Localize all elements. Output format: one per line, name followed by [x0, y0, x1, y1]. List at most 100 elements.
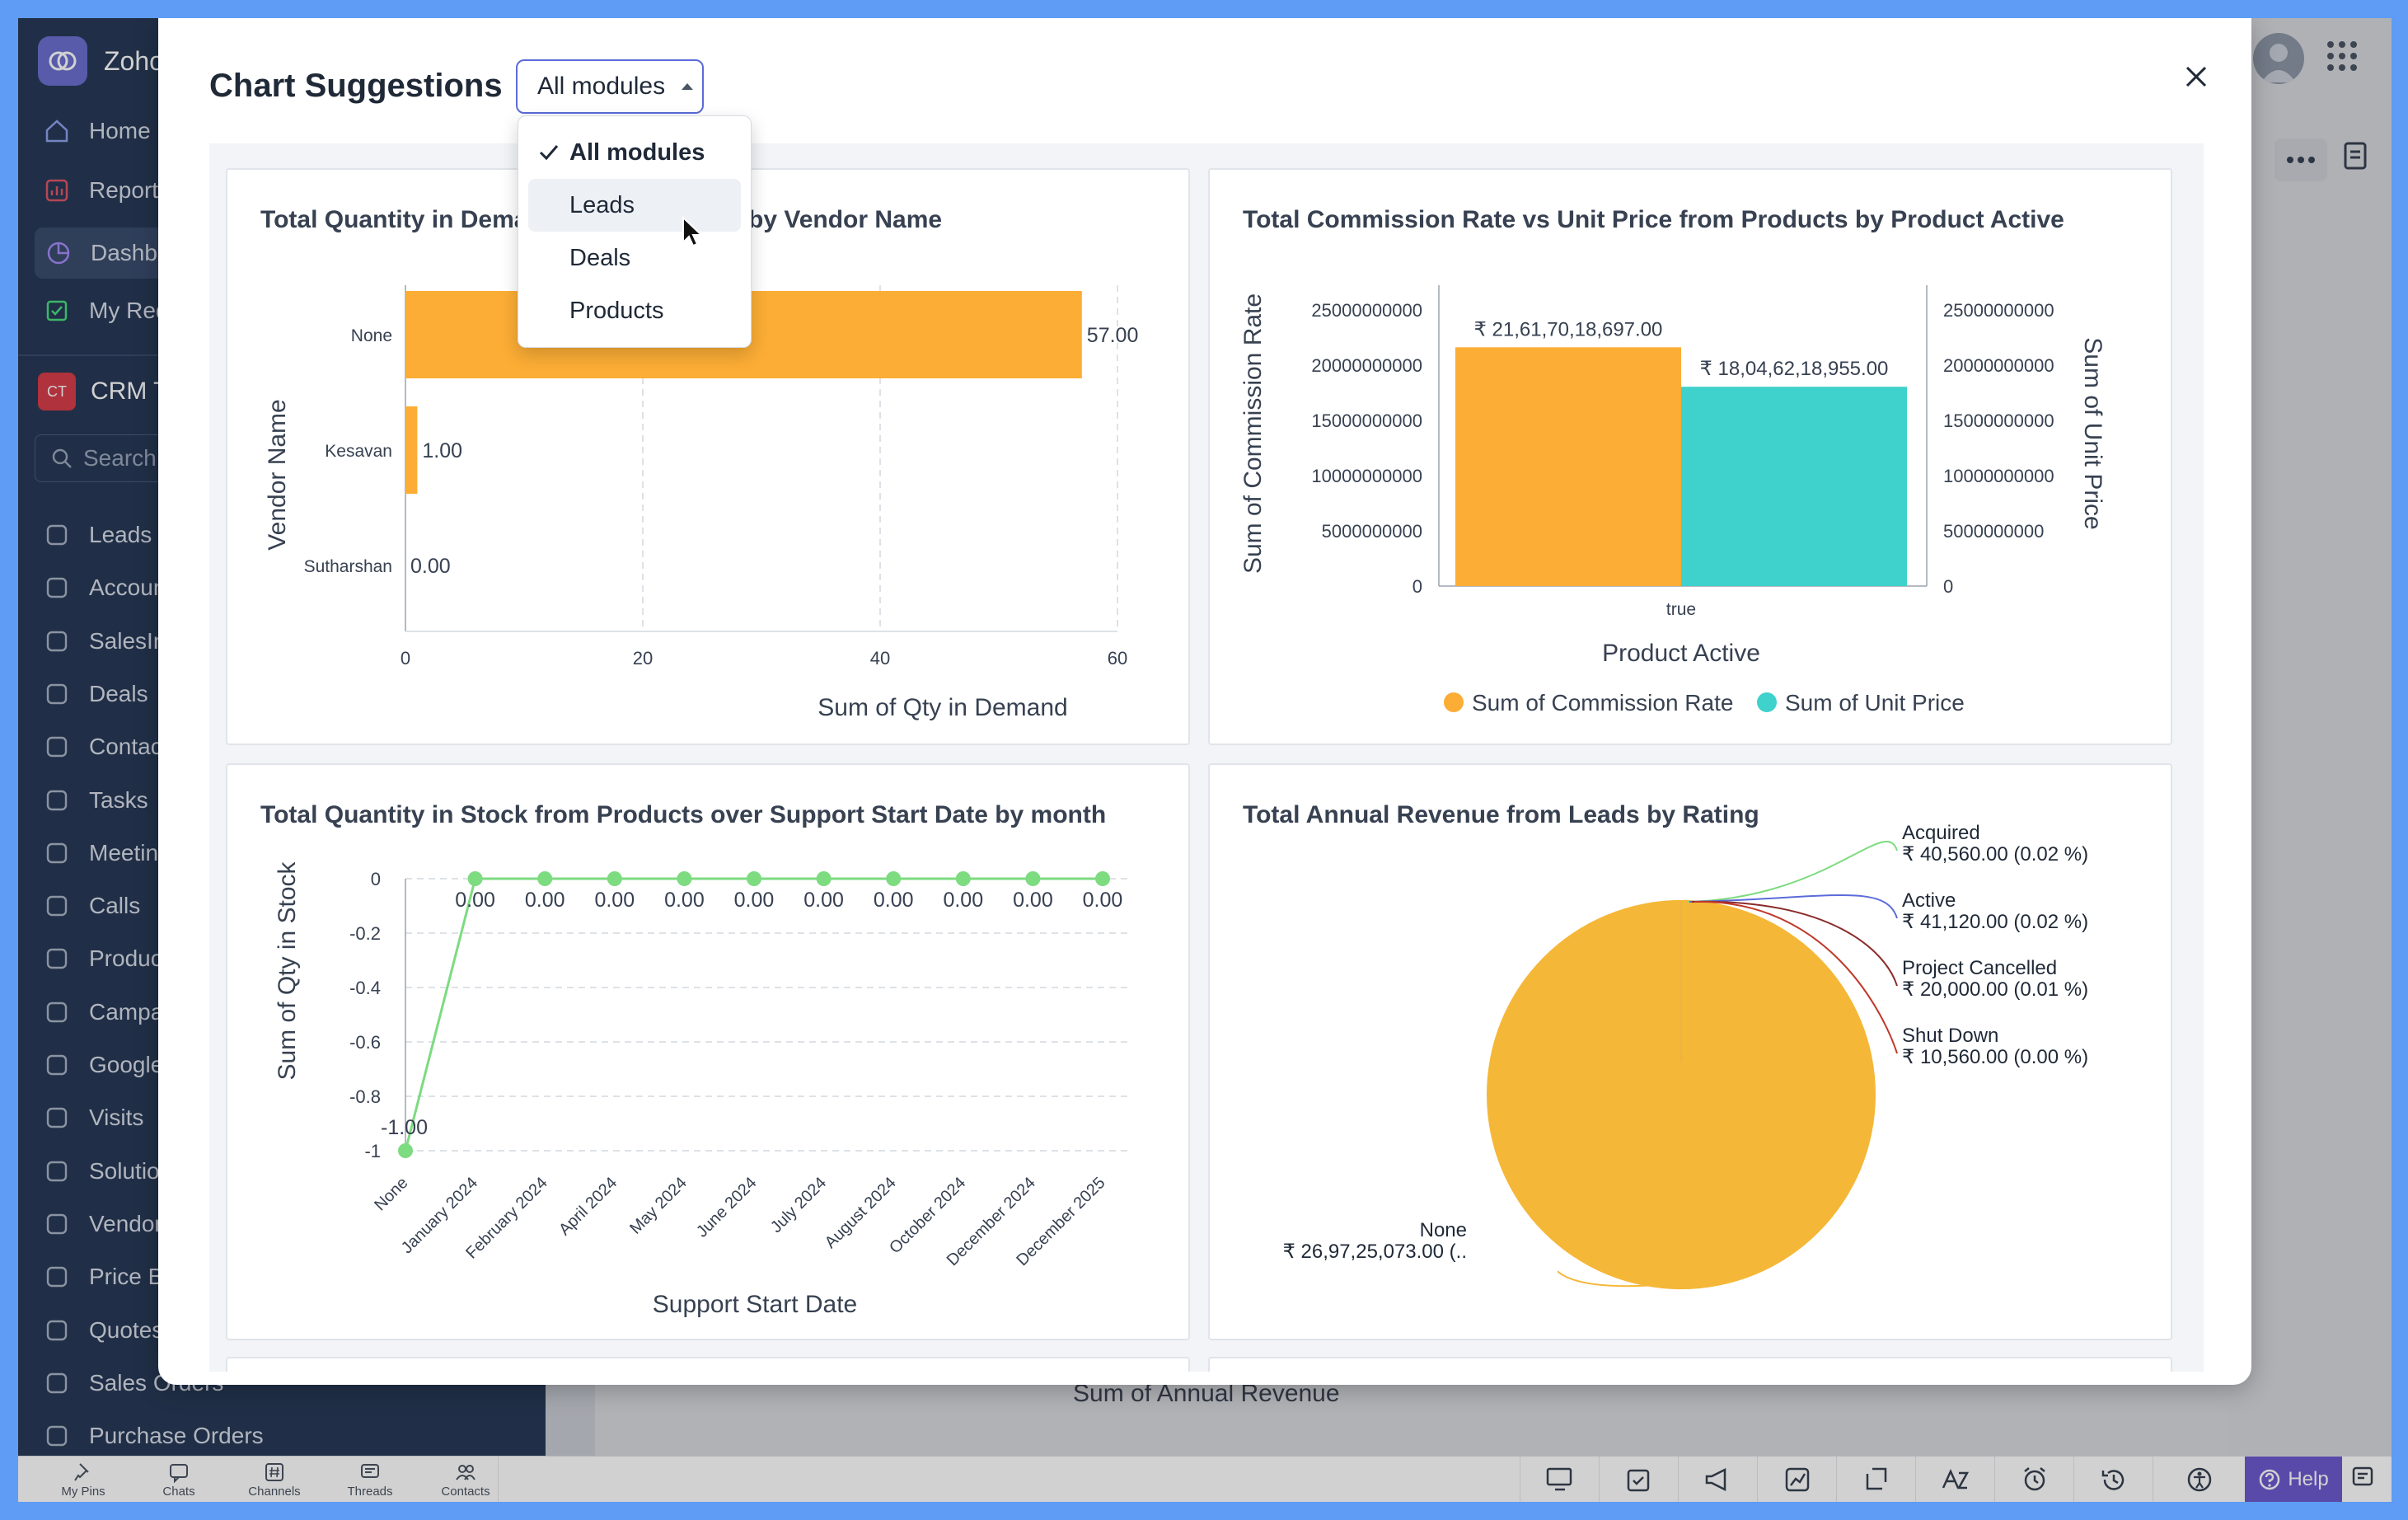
y-right-tick-label: 10000000000 — [1943, 466, 2054, 486]
slice-label: Acquired — [1902, 822, 1980, 844]
dashboard-icon — [47, 242, 70, 265]
sidebar-item-calls[interactable]: Calls — [43, 892, 140, 920]
slice-value-label: ₹ 10,560.00 (0.00 %) — [1902, 1046, 2088, 1068]
pie-slice — [1487, 899, 1876, 1290]
sidebar-item-tasks[interactable]: Tasks — [43, 786, 148, 814]
sidebar-item-label: Visits — [89, 1105, 144, 1131]
bottom-item-contacts[interactable]: Contacts — [420, 1461, 511, 1499]
legend-swatch-commission-rate — [1444, 692, 1464, 712]
translate-icon[interactable] — [1915, 1457, 1994, 1502]
deals-icon — [46, 683, 68, 705]
bottom-item-label: Chats — [162, 1485, 195, 1499]
legend-label: Sum of Unit Price — [1785, 690, 1965, 715]
series-line — [404, 877, 1103, 1152]
chat-icon — [170, 1464, 188, 1483]
data-point — [1095, 871, 1110, 886]
y-tick-label: -0.8 — [349, 1086, 381, 1107]
accounts-icon — [46, 578, 68, 598]
chart-card-quantity-in-stock[interactable]: Total Quantity in Stock from Products ov… — [226, 763, 1190, 1340]
screen-share-icon[interactable] — [1520, 1457, 1599, 1502]
modal-title: Chart Suggestions — [209, 68, 503, 104]
share-icon[interactable] — [1836, 1457, 1915, 1502]
data-label: ₹ 18,04,62,18,955.00 — [1700, 358, 1889, 380]
home-icon — [45, 120, 68, 143]
bar — [1455, 347, 1681, 586]
y-tick-label: 0 — [1412, 576, 1422, 597]
data-label: 0.00 — [803, 889, 844, 912]
dropdown-option-label: Leads — [569, 191, 635, 218]
history-icon[interactable] — [2073, 1457, 2153, 1502]
avatar[interactable] — [2253, 33, 2304, 84]
sidebar-item-reports[interactable]: Reports — [43, 176, 170, 204]
y-tick-label: 25000000000 — [1311, 300, 1422, 321]
x-tick-label: true — [1666, 600, 1696, 619]
dropdown-option-all-modules[interactable]: All modules — [518, 126, 751, 179]
sidebar-item-leads[interactable]: Leads — [43, 521, 152, 549]
y-right-tick-label: 25000000000 — [1943, 300, 2054, 321]
x-tick-label: 60 — [1108, 648, 1127, 669]
close-button[interactable] — [2184, 64, 2209, 93]
sidebar-item-home[interactable]: Home — [43, 117, 151, 145]
quotes-icon — [46, 1320, 68, 1340]
bottom-item-threads[interactable]: Threads — [325, 1461, 415, 1499]
more-options-button[interactable] — [2274, 138, 2327, 181]
data-point — [1025, 871, 1041, 886]
chart-card-partial[interactable] — [1208, 1357, 2172, 1372]
search-icon — [52, 448, 72, 468]
sidebar-item-quotes[interactable]: Quotes — [43, 1316, 163, 1344]
slice-label: Shut Down — [1902, 1025, 1998, 1047]
module-filter-select[interactable]: All modules — [516, 59, 704, 114]
solutions-icon — [46, 1161, 68, 1181]
y-right-tick-label: 0 — [1943, 576, 1953, 597]
notes-icon[interactable] — [2342, 138, 2372, 176]
leader-line — [1689, 894, 1898, 919]
data-label: -1.00 — [381, 1116, 428, 1139]
chart-marks: 0-0.2-0.4-0.6-0.8-1-1.00None0.00January … — [349, 869, 1131, 1269]
data-point — [816, 871, 832, 886]
y-tick-label: 10000000000 — [1311, 466, 1422, 486]
y-tick-label: 5000000000 — [1322, 521, 1422, 542]
analytics-icon[interactable] — [1757, 1457, 1836, 1502]
data-point — [467, 871, 483, 886]
bottom-bar: My Pins Chats Channels Threads Contacts — [18, 1456, 2392, 1502]
chart-card-partial[interactable] — [226, 1357, 1190, 1372]
feedback-icon[interactable] — [2350, 1465, 2377, 1495]
alarm-icon[interactable] — [1994, 1457, 2073, 1502]
accessibility-icon[interactable] — [2153, 1457, 2245, 1502]
sidebar-item-label: Quotes — [89, 1316, 164, 1343]
data-label: 0.00 — [410, 555, 451, 578]
bottom-item-label: Contacts — [441, 1485, 490, 1499]
requests-icon — [46, 300, 68, 321]
chart-card-commission-vs-unit-price[interactable]: Total Commission Rate vs Unit Price from… — [1208, 168, 2172, 745]
sidebar-item-label: Calls — [89, 893, 141, 919]
y-tick-label: 0 — [371, 869, 381, 889]
x-tick-label: June 2024 — [693, 1174, 761, 1241]
apps-grid-icon[interactable] — [2326, 40, 2359, 77]
data-point — [747, 871, 761, 886]
data-point — [607, 871, 622, 886]
megaphone-icon[interactable] — [1678, 1457, 1757, 1502]
help-button[interactable]: Help — [2245, 1457, 2342, 1502]
dropdown-option-products[interactable]: Products — [518, 284, 751, 337]
chart-marks: 0 0 5000000000 5000000000 10000000000 1000000… — [1311, 285, 2054, 619]
sidebar-item-visits[interactable]: Visits — [43, 1104, 143, 1132]
dropdown-option-label: Products — [569, 297, 664, 324]
dropdown-option-leads[interactable]: Leads — [528, 179, 741, 232]
y-tick-label: Sutharshan — [304, 557, 392, 576]
dropdown-option-label: All modules — [569, 138, 705, 166]
chart-card-annual-revenue-by-rating[interactable]: Total Annual Revenue from Leads by Ratin… — [1208, 763, 2172, 1340]
calendar-check-icon[interactable] — [1599, 1457, 1678, 1502]
data-point — [955, 871, 971, 886]
bar-chart-commission-vs-unit-price: Total Commission Rate vs Unit Price from… — [1239, 206, 2106, 715]
bottom-item-channels[interactable]: Channels — [229, 1461, 320, 1499]
campaigns-icon — [46, 1002, 68, 1022]
bottom-item-label: Channels — [248, 1485, 301, 1499]
bottom-item-chats[interactable]: Chats — [134, 1461, 224, 1499]
sidebar-item-deals[interactable]: Deals — [43, 680, 148, 708]
slice-label: None — [1420, 1219, 1467, 1241]
mouse-cursor-icon — [681, 215, 705, 253]
bottom-item-my-pins[interactable]: My Pins — [38, 1461, 129, 1499]
dropdown-option-deals[interactable]: Deals — [518, 232, 751, 284]
sidebar-item-purchase-orders[interactable]: Purchase Orders — [43, 1422, 264, 1450]
y-tick-label: 15000000000 — [1311, 410, 1422, 431]
